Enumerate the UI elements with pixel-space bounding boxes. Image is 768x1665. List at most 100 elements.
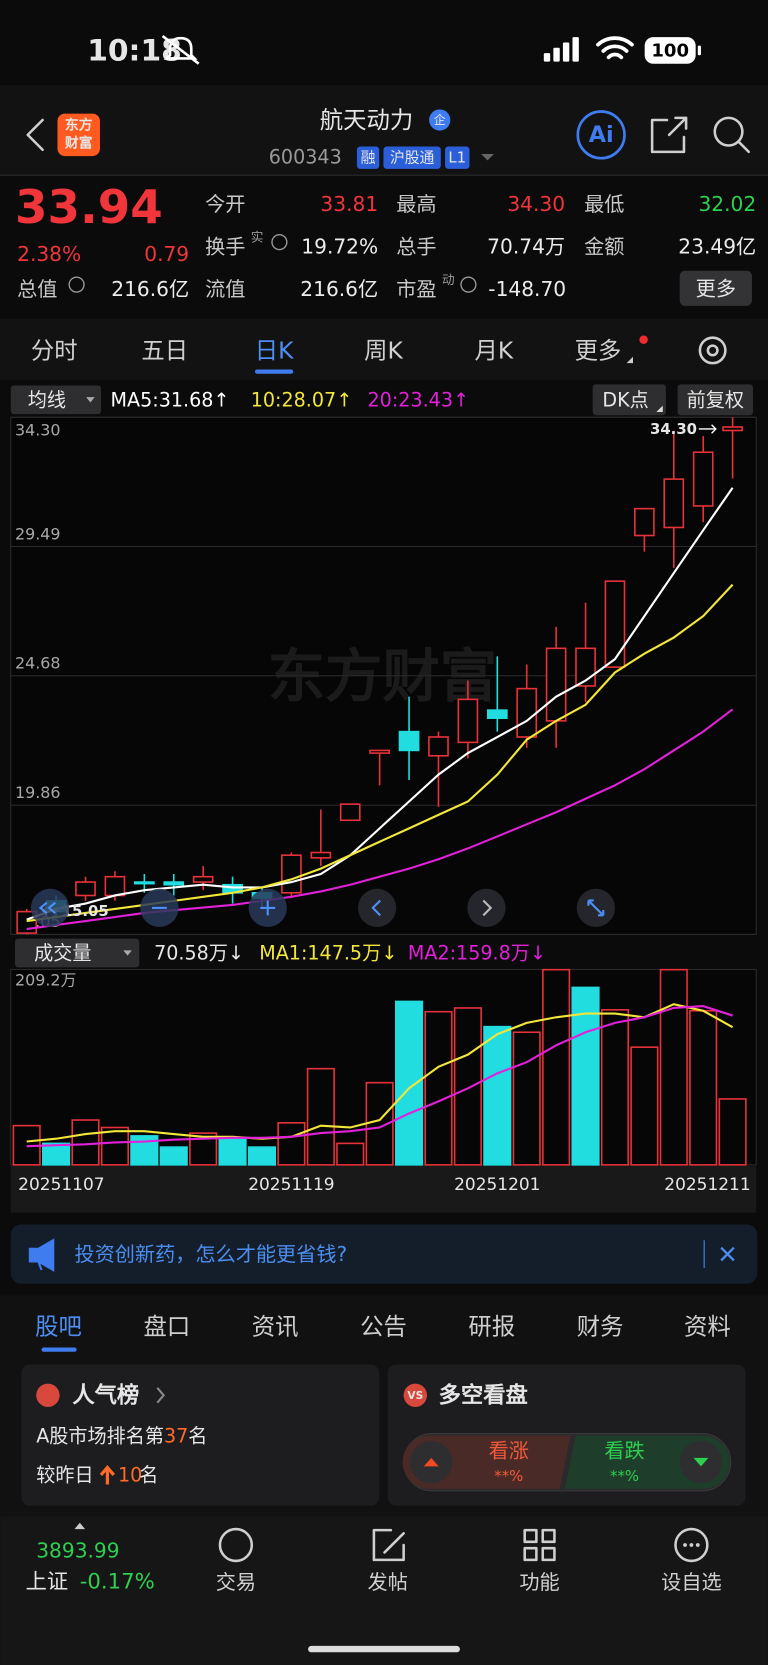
field-label: 最低 (584, 192, 624, 216)
legend-entry: MA5:31.68↑ (111, 388, 230, 411)
chevron (156, 1387, 166, 1404)
dropdown-arrow (86, 397, 95, 403)
chart-control[interactable] (357, 888, 397, 928)
legend-entry: 10:28.07↑ (251, 388, 352, 411)
sentiment-icon (403, 1383, 428, 1407)
settings-button[interactable] (698, 336, 727, 365)
ma-menu[interactable] (10, 385, 102, 415)
chart-control[interactable] (467, 888, 506, 928)
tab-indicator (41, 1347, 77, 1352)
battery-cap (697, 45, 701, 56)
candle-body (192, 875, 214, 883)
tag (445, 146, 470, 169)
chart-control-icon (587, 899, 605, 917)
watchlist-dots (683, 1543, 700, 1547)
watchlist-icon[interactable] (674, 1527, 709, 1563)
ai-text: Ai (589, 122, 614, 148)
nav-label[interactable]: 交易 (216, 1570, 256, 1594)
period-tab[interactable]: 月K (475, 336, 514, 364)
field-label: 市盈 (396, 277, 436, 301)
section-tab[interactable]: 研报 (468, 1312, 515, 1340)
volume-bar (453, 1007, 482, 1166)
dk-button[interactable] (592, 384, 666, 416)
adjust-button[interactable] (677, 384, 753, 416)
post-icon[interactable] (372, 1528, 405, 1562)
nav-label[interactable]: 功能 (519, 1570, 559, 1594)
candle-body (722, 426, 743, 432)
volume-bar (100, 1126, 129, 1166)
nav-label[interactable]: 设自选 (661, 1570, 721, 1594)
bear-label: 看跌 (604, 1439, 644, 1463)
bear-arrow (693, 1457, 709, 1467)
field-value: 19.72% (301, 234, 378, 258)
bull-arrow (423, 1457, 439, 1467)
search-button[interactable] (713, 116, 744, 147)
period-tab[interactable]: 五日 (141, 336, 188, 364)
info-icon[interactable] (460, 276, 477, 293)
promo-banner[interactable] (10, 1224, 758, 1284)
index-change: -0.17% (80, 1570, 155, 1595)
info-icon[interactable] (271, 233, 288, 251)
legend-entry: MA1:147.5万↓ (259, 942, 397, 965)
share-button[interactable] (650, 116, 688, 154)
rank-change-number: 10 (118, 1463, 142, 1486)
candle-body (163, 881, 185, 886)
section-tab[interactable]: 公告 (360, 1312, 407, 1340)
back-button[interactable] (26, 118, 44, 151)
bull-value: **% (494, 1467, 523, 1485)
chart-control-icon (371, 899, 382, 917)
info-icon[interactable] (68, 276, 85, 293)
y-tick-label: 29.49 (15, 524, 61, 543)
candle-body (604, 580, 626, 668)
field-label: 今开 (205, 192, 245, 216)
period-tab-active[interactable]: 日K (255, 336, 294, 364)
section-tab[interactable]: 财务 (577, 1312, 624, 1340)
trade-icon[interactable] (218, 1527, 254, 1563)
section-tab-active[interactable]: 股吧 (35, 1312, 82, 1340)
dropdown-arrow[interactable] (481, 153, 494, 161)
period-tab[interactable]: 分时 (31, 336, 78, 364)
volume-bar (483, 1025, 512, 1166)
section-tab[interactable]: 资料 (684, 1312, 731, 1340)
expand-arrow[interactable] (74, 1522, 86, 1530)
app-logo[interactable] (57, 113, 100, 157)
more-button[interactable] (679, 270, 752, 306)
function-icon[interactable] (523, 1528, 556, 1562)
up-arrow (99, 1465, 115, 1485)
volume-bar (394, 1000, 424, 1166)
date-strip (10, 1165, 757, 1213)
candle-body (545, 647, 567, 722)
field-label: 换手 (205, 234, 245, 258)
field-value: 23.49亿 (678, 234, 756, 258)
field-tag: 动 (442, 273, 455, 288)
candle-body (281, 854, 302, 894)
volume-menu-text: 成交量 (34, 942, 91, 965)
badge-text: 企 (434, 113, 446, 127)
volume-bar (689, 1009, 718, 1166)
section-tab[interactable]: 盘口 (143, 1312, 190, 1340)
index-value[interactable]: 3893.99 (36, 1538, 119, 1562)
period-tab[interactable]: 更多 (575, 336, 622, 364)
change-percent: 2.38% (17, 242, 81, 266)
candle-body (428, 736, 449, 757)
period-tab[interactable]: 周K (364, 336, 403, 364)
x-tick-label: 20251211 (664, 1175, 750, 1195)
ma-line (26, 1003, 734, 1143)
ai-button[interactable] (576, 110, 626, 160)
volume-bar (42, 1142, 71, 1166)
legend-entry: MA2:159.8万↓ (408, 942, 546, 965)
close-button[interactable] (720, 1246, 735, 1262)
section-tab[interactable]: 资讯 (252, 1312, 299, 1340)
volume-bar (306, 1067, 335, 1166)
more-text: 更多 (696, 276, 736, 300)
dk-text: DK点 (602, 388, 648, 411)
volume-bar (659, 968, 688, 1166)
candle-body (457, 698, 479, 744)
field-label: 总值 (17, 277, 57, 301)
nav-label[interactable]: 发帖 (368, 1570, 408, 1594)
x-tick-label: 20251119 (248, 1175, 334, 1195)
volume-menu[interactable] (15, 938, 140, 968)
volume-bar (218, 1137, 247, 1166)
field-value: 216.6亿 (111, 277, 189, 301)
